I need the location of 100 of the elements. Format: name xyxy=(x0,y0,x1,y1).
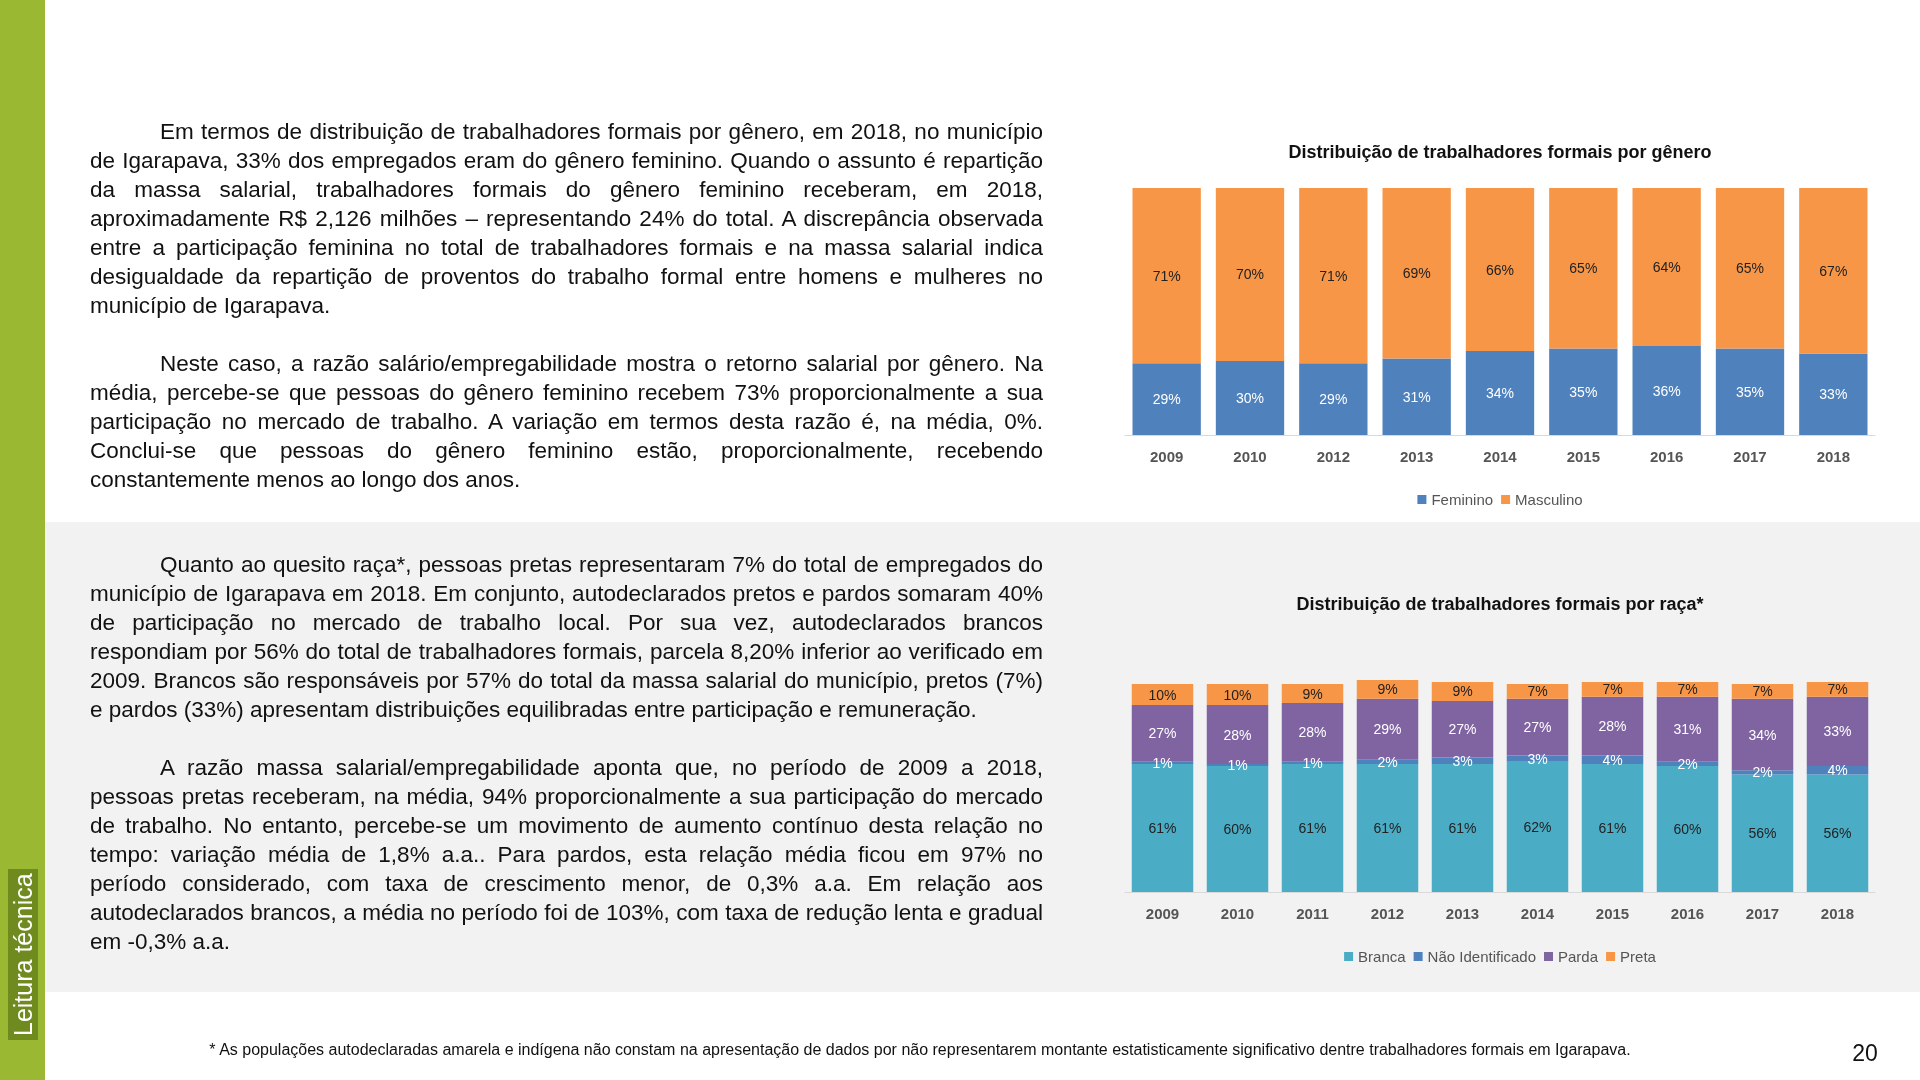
text: A razão massa salarial/empregabilidade aponta que, no período de 2009 a 2018, pessoas pretas receberam, na média, 94% proporcionalmente a sua participação do mercado de trabalho. No entanto, percebe-se um movimento de aumento contínuo desta relação no tempo: variação média de 1,8% a.a.. Para pardos, esta relação média ficou em 97% no período considerado, com taxa de crescimento menor, de 0,3% a.a. Em relação aos autodeclarados brancos, a média no período foi de 103%, com taxa de redução lenta e gradual em -0,3% a.a. xyxy=(90,754,1043,956)
x-tick-label: 2013 xyxy=(1445,905,1480,922)
data-label: 28% xyxy=(1298,724,1327,741)
bar xyxy=(1382,358,1451,435)
data-label: 7% xyxy=(1527,683,1548,700)
data-label: 60% xyxy=(1673,821,1702,837)
data-label: 10% xyxy=(1223,686,1252,703)
bar xyxy=(1506,698,1569,756)
data-label: 64% xyxy=(1652,259,1681,276)
bar xyxy=(1465,188,1535,352)
bar xyxy=(1806,696,1869,766)
data-label: 3% xyxy=(1452,752,1473,769)
bar xyxy=(1431,700,1494,758)
bar xyxy=(1299,363,1368,435)
data-label: 29% xyxy=(1373,721,1402,738)
x-tick-label: 2012 xyxy=(1370,905,1405,922)
data-label: 9% xyxy=(1452,683,1473,700)
data-label: 36% xyxy=(1652,382,1681,399)
data-label: 70% xyxy=(1235,266,1265,283)
bar xyxy=(1806,774,1869,892)
data-label: 61% xyxy=(1148,819,1177,836)
bar xyxy=(1132,363,1201,435)
legend-label: Preta xyxy=(1620,948,1657,965)
bar xyxy=(1581,696,1644,756)
x-tick-label: 2016 xyxy=(1649,448,1684,465)
bar xyxy=(1715,348,1785,435)
text: Neste caso, a razão salário/empregabilidade mostra o retorno salarial por gênero. Na média, percebe-se que pessoas do gênero feminino recebem 73% proporcionalmente a sua participação no mercado de trabalho. A variação em termos desta razão é, na média, 0%. Conclui-se que pessoas do gênero feminino estão, proporcionalmente, recebendo constantemente menos ao longo dos anos. xyxy=(90,350,1043,494)
data-label: 29% xyxy=(1319,391,1348,408)
data-label: 3% xyxy=(1527,750,1548,767)
x-tick-label: 2018 xyxy=(1816,448,1851,465)
bar xyxy=(1299,188,1368,364)
text: Em termos de distribuição de trabalhadores formais por gênero, em 2018, no município de Igarapava, 33% dos empregados eram do gênero feminino. Quando o assunto é repartição da massa salarial, trabalhadores formais do gênero feminino receberam, em 2018, aproximadamente R$ 2,126 milhões – representando 24% do total. A discrepância observada entre a participação feminina no total de trabalhadores formais e na massa salarial indica desigualdade da repartição de proventos do trabalho formal entre homens e mulheres no município de Igarapava. xyxy=(90,118,1043,320)
data-label: 31% xyxy=(1402,388,1431,405)
text: 20 xyxy=(1851,1040,1879,1067)
x-tick-label: 2015 xyxy=(1566,448,1601,465)
x-tick-label: 2016 xyxy=(1670,905,1705,922)
x-tick-label: 2011 xyxy=(1296,905,1329,922)
data-label: 2% xyxy=(1377,753,1398,770)
data-label: 71% xyxy=(1319,267,1348,284)
data-label: 2% xyxy=(1752,764,1773,781)
data-label: 4% xyxy=(1602,751,1623,768)
data-label: 65% xyxy=(1569,260,1598,277)
x-tick-label: 2014 xyxy=(1483,448,1518,465)
x-tick-label: 2018 xyxy=(1820,905,1855,922)
data-label: 35% xyxy=(1569,383,1598,400)
data-label: 33% xyxy=(1819,386,1848,403)
data-label: 61% xyxy=(1298,819,1327,836)
data-label: 1% xyxy=(1152,754,1173,771)
bar xyxy=(1632,188,1701,347)
data-label: 56% xyxy=(1823,825,1852,842)
x-tick-label: 2009 xyxy=(1145,905,1180,922)
text: * As populações autodeclaradas amarela e indígena não constam na apresentação de dados por não representarem montante estatisticamente significativo dentre trabalhadores formais em Igarapava. xyxy=(208,1041,1632,1059)
data-label: 71% xyxy=(1152,267,1181,284)
bar xyxy=(1632,346,1701,435)
legend-label: Não Identificado xyxy=(1427,948,1537,965)
data-label: 9% xyxy=(1302,685,1323,702)
data-label: 2% xyxy=(1677,755,1698,772)
data-label: 7% xyxy=(1752,683,1773,700)
data-label: 35% xyxy=(1735,383,1765,400)
legend-label: Masculino xyxy=(1515,491,1583,508)
bar xyxy=(1215,188,1285,361)
data-label: 34% xyxy=(1485,385,1515,402)
data-label: 7% xyxy=(1827,681,1848,698)
x-tick-label: 2017 xyxy=(1745,905,1780,922)
bar xyxy=(1132,188,1201,364)
chart-title: Distribuição de trabalhadores formais por raça* xyxy=(1296,594,1704,614)
data-label: 65% xyxy=(1735,260,1765,277)
data-label: 4% xyxy=(1827,762,1848,779)
chart-title: Distribuição de trabalhadores formais por gênero xyxy=(1288,142,1712,162)
legend-label: Parda xyxy=(1558,948,1599,965)
data-label: 34% xyxy=(1748,726,1777,743)
x-tick-label: 2013 xyxy=(1399,448,1434,465)
data-label: 33% xyxy=(1823,723,1852,740)
data-label: 60% xyxy=(1223,821,1252,837)
legend-label: Feminino xyxy=(1431,491,1494,508)
x-tick-label: 2010 xyxy=(1220,905,1255,922)
data-label: 31% xyxy=(1673,721,1702,738)
bar xyxy=(1549,188,1618,349)
data-label: 7% xyxy=(1677,681,1698,698)
bar xyxy=(1215,360,1285,435)
data-label: 7% xyxy=(1602,681,1623,698)
bar xyxy=(1799,188,1868,354)
data-label: 29% xyxy=(1152,391,1181,408)
x-tick-label: 2015 xyxy=(1595,905,1630,922)
data-label: 10% xyxy=(1148,686,1177,703)
data-label: 69% xyxy=(1402,265,1431,282)
bar xyxy=(1382,188,1451,359)
data-label: 28% xyxy=(1223,726,1252,743)
data-label: 27% xyxy=(1448,721,1477,738)
data-label: 61% xyxy=(1448,819,1477,836)
data-label: 27% xyxy=(1523,719,1552,736)
data-label: 62% xyxy=(1523,818,1552,835)
data-label: 30% xyxy=(1235,389,1265,406)
x-tick-label: 2010 xyxy=(1233,448,1267,465)
bar xyxy=(1715,188,1785,349)
data-label: 66% xyxy=(1485,261,1515,278)
text: Leitura técnica xyxy=(8,869,38,1040)
bar xyxy=(1549,348,1618,435)
data-label: 28% xyxy=(1598,718,1627,735)
x-tick-label: 2017 xyxy=(1733,448,1767,465)
